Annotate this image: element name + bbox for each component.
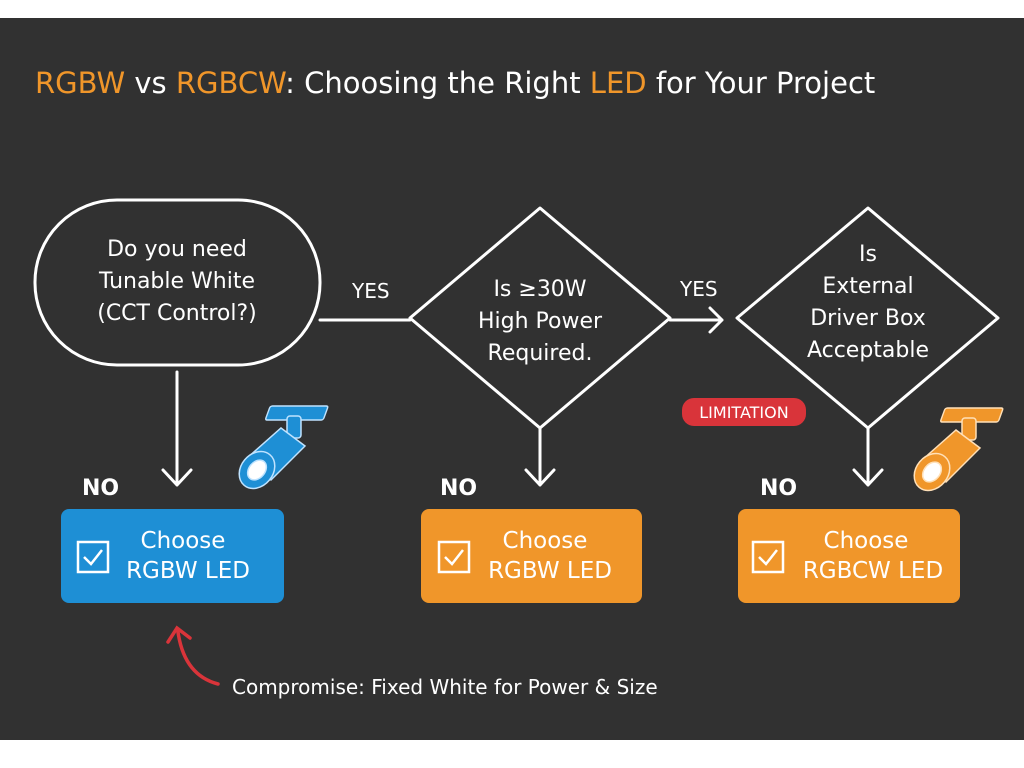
title-vs: vs [125,66,176,100]
no-label: NO [440,476,477,501]
decision-driver [735,206,1000,430]
no-label: NO [82,476,119,501]
caption: Compromise: Fixed White for Power & Size [232,675,658,699]
title-led: LED [590,66,647,100]
yes-label: YES [351,279,390,303]
page-title: RGBW vs RGBCW: Choosing the Right LED fo… [35,66,875,100]
decision-driver-line: Acceptable [807,338,929,363]
outcome-line: Choose [824,528,909,554]
arrow-no2 [524,426,556,487]
curved-arrow-icon [166,625,220,686]
outcome-line: RGBW LED [126,558,250,584]
title-rgbw: RGBW [35,66,125,100]
checkbox-check-icon [437,540,471,574]
limitation-badge [682,398,806,426]
start-node-line: Do you need [107,237,247,262]
outcome-line: RGBW LED [488,558,612,584]
title-mid: : Choosing the Right [285,66,590,100]
outcome-line: Choose [141,528,226,554]
decision-power-line: Required. [488,341,593,366]
decision-driver-line: External [822,274,913,299]
decision-power-line: Is ≥30W [493,277,586,302]
arrow-yes2 [668,306,724,334]
decision-driver-line: Driver Box [810,306,926,331]
title-rgbcw: RGBCW [176,66,286,100]
checkbox-check-icon [76,540,110,574]
limitation-badge-text: LIMITATION [699,403,788,422]
title-end: for Your Project [647,66,876,100]
yes-label: YES [679,277,718,301]
spotlight-icon [906,407,1005,499]
no-label: NO [760,476,797,501]
arrow-no3 [852,426,884,487]
start-node-line: Tunable White [98,269,255,294]
diagram-background [0,18,1024,740]
arrow-no1 [161,370,193,487]
outcome-rgbw-orange: Choose RGBW LED [421,509,642,603]
start-node [33,198,322,367]
outcome-rgbcw-orange: Choose RGBCW LED [738,509,960,603]
outcome-rgbw-blue: Choose RGBW LED [61,509,284,603]
spotlight-icon [231,405,330,497]
outcome-line: RGBCW LED [803,558,943,584]
checkbox-check-icon [751,540,785,574]
decision-power [408,206,672,430]
outcome-line: Choose [503,528,588,554]
start-node-line: (CCT Control?) [97,301,257,326]
decision-driver-line: Is [859,242,877,267]
decision-power-line: High Power [478,309,603,334]
